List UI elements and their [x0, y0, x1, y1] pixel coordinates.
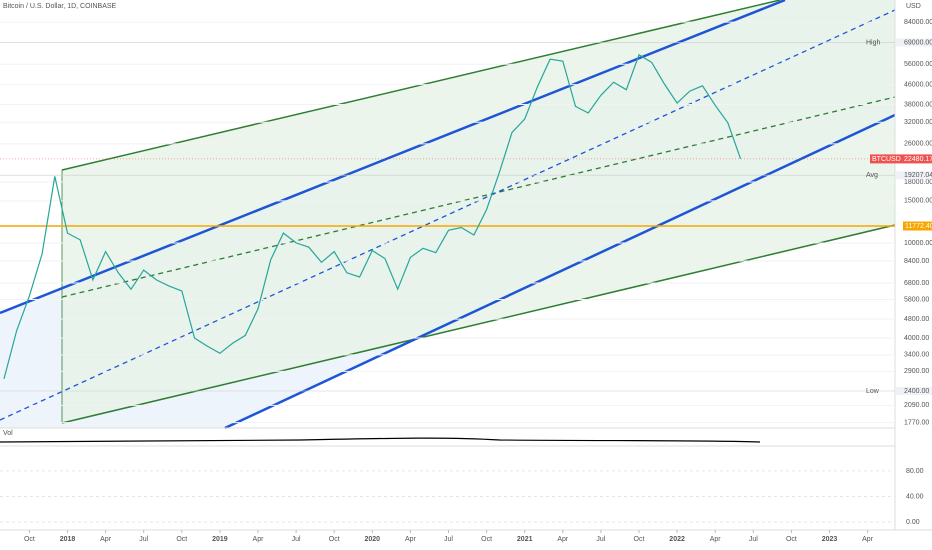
x-tick-label: Jul	[444, 536, 453, 543]
blue-lower	[224, 113, 896, 430]
marker-badge	[896, 386, 932, 395]
level-label: 11772.40	[905, 223, 932, 230]
y-tick-label: 5800.00	[904, 296, 929, 303]
marker-badge	[896, 38, 932, 47]
x-tick-label: Oct	[786, 536, 797, 543]
y-tick-label: 4000.00	[904, 335, 929, 342]
x-tick-label: 2023	[822, 536, 838, 543]
x-tick-label: Jul	[139, 536, 148, 543]
x-tick-label: Apr	[405, 536, 417, 543]
chart-title: Bitcoin / U.S. Dollar, 1D, COINBASE	[3, 3, 117, 10]
y-tick-label: 4800.00	[904, 316, 929, 323]
last-value: 22480.17	[904, 156, 932, 163]
green-lower	[61, 224, 896, 424]
y-tick-label: 2090.00	[904, 402, 929, 409]
y-tick-label: 56000.00	[904, 61, 932, 68]
x-tick-label: 2022	[669, 536, 685, 543]
y-tick-label: 26000.00	[904, 141, 932, 148]
y-tick-label: 84000.00	[904, 19, 932, 26]
y-tick-label: 38000.00	[904, 101, 932, 108]
currency: USD	[906, 3, 921, 10]
x-tick-label: Oct	[176, 536, 187, 543]
x-tick-label: Apr	[557, 536, 569, 543]
green-channel-fill	[62, 0, 895, 423]
volume-label: Vol	[3, 430, 13, 437]
marker-name: Avg	[866, 172, 878, 179]
x-tick-label: Oct	[24, 536, 35, 543]
osc-tick-label: 40.00	[906, 493, 924, 500]
volume-ma	[0, 437, 761, 443]
x-tick-label: 2021	[517, 536, 533, 543]
x-tick-label: Oct	[481, 536, 492, 543]
osc-tick-label: 0.00	[906, 519, 920, 526]
x-tick-label: Jul	[596, 536, 605, 543]
y-tick-label: 10000.00	[904, 240, 932, 247]
level-badge	[903, 221, 932, 231]
y-tick-label: 1770.00	[904, 419, 929, 426]
y-tick-label: 46000.00	[904, 81, 932, 88]
x-tick-label: Apr	[253, 536, 265, 543]
x-tick-label: Oct	[634, 536, 645, 543]
x-tick-label: 2019	[212, 536, 228, 543]
x-tick-label: Jul	[292, 536, 301, 543]
green-mid	[61, 96, 896, 298]
x-tick-label: 2018	[60, 536, 76, 543]
price-line	[3, 53, 742, 379]
x-tick-label: Oct	[329, 536, 340, 543]
marker-badge	[896, 171, 932, 180]
y-tick-label: 3400.00	[904, 352, 929, 359]
last-badge	[870, 154, 932, 164]
marker-value: 19207.04	[904, 172, 932, 179]
x-tick-label: Apr	[710, 536, 722, 543]
y-tick-label: 2900.00	[904, 368, 929, 375]
x-tick-label: 2020	[365, 536, 381, 543]
y-tick-label: 32000.00	[904, 119, 932, 126]
y-tick-label: 15000.00	[904, 198, 932, 205]
x-tick-label: Apr	[100, 536, 112, 543]
y-tick-label: 8400.00	[904, 258, 929, 265]
marker-value: 69000.00	[904, 39, 932, 46]
marker-name: High	[866, 39, 881, 46]
marker-name: Low	[866, 388, 880, 395]
x-tick-label: Apr	[862, 536, 874, 543]
y-tick-label: 6800.00	[904, 280, 929, 287]
x-tick-label: Jul	[749, 536, 758, 543]
last-name: BTCUSD	[872, 156, 901, 163]
blue-mid	[0, 9, 896, 421]
y-tick-label: 18000.00	[904, 179, 932, 186]
marker-value: 2400.00	[904, 388, 929, 395]
osc-tick-label: 80.00	[906, 468, 924, 475]
